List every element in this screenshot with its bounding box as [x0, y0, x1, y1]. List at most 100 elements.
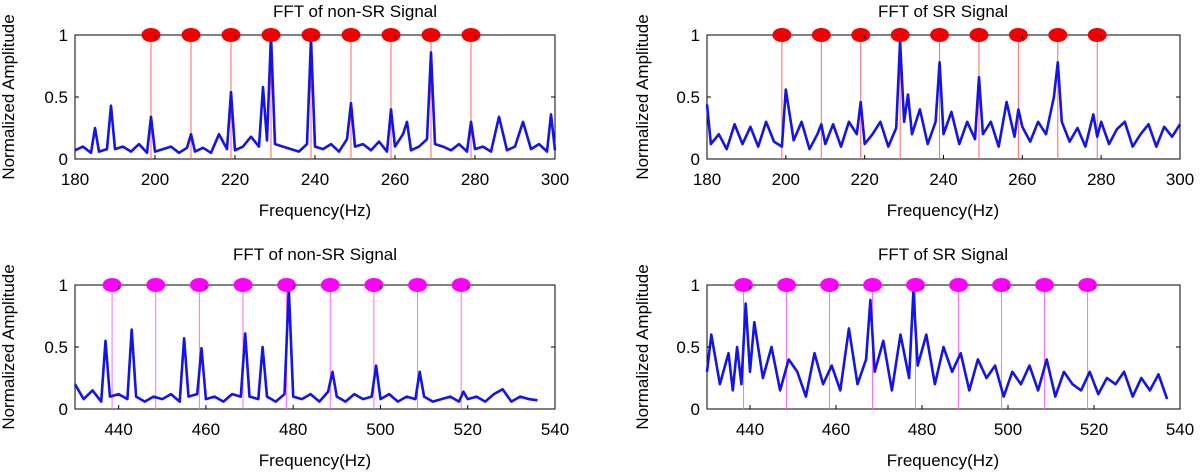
x-tick-label: 300 — [541, 170, 569, 189]
y-tick-label: 0 — [691, 150, 700, 169]
x-tick-label: 240 — [929, 170, 957, 189]
x-tick-label: 520 — [454, 420, 482, 439]
x-tick-label: 440 — [736, 420, 764, 439]
x-tick-label: 200 — [772, 170, 800, 189]
harmonic-marker — [451, 278, 471, 292]
x-tick-label: 260 — [1008, 170, 1036, 189]
harmonic-marker — [1078, 278, 1098, 292]
y-tick-labels: 00.51 — [44, 276, 555, 419]
harmonic-marker — [1008, 28, 1028, 42]
spectrum-line — [74, 33, 557, 155]
harmonic-marker — [969, 28, 989, 42]
y-tick-label: 1 — [59, 26, 68, 45]
y-tick-label: 0 — [59, 400, 68, 419]
harmonic-marker — [261, 28, 281, 42]
x-tick-label: 220 — [221, 170, 249, 189]
x-tick-label: 480 — [908, 420, 936, 439]
x-tick-label: 540 — [1166, 420, 1194, 439]
x-tick-label: 480 — [279, 420, 307, 439]
plot-area — [74, 28, 557, 159]
harmonic-marker — [146, 278, 166, 292]
x-tick-label: 180 — [693, 170, 721, 189]
spectrum-line — [73, 287, 538, 403]
chart-title: FFT of non-SR Signal — [273, 2, 437, 21]
x-tick-label: 500 — [366, 420, 394, 439]
harmonic-marker — [301, 28, 321, 42]
harmonic-marker — [233, 278, 253, 292]
harmonic-marker — [734, 278, 754, 292]
x-tick-label: 300 — [1166, 170, 1194, 189]
y-tick-label: 0 — [59, 150, 68, 169]
spectrum-line — [705, 289, 1169, 400]
plot-area — [73, 278, 538, 409]
y-tick-label: 1 — [691, 26, 700, 45]
y-axis-label: Normalized Amplitude — [633, 14, 652, 179]
harmonic-marker — [320, 278, 340, 292]
plot-area — [705, 278, 1169, 409]
x-tick-label: 440 — [104, 420, 132, 439]
y-tick-labels: 00.51 — [44, 26, 555, 169]
x-tick-labels: 180 200 220 240 260 280 300 — [61, 35, 569, 189]
harmonic-marker — [811, 28, 831, 42]
spectrum-line — [705, 39, 1182, 151]
x-tick-label: 500 — [994, 420, 1022, 439]
y-tick-labels: 00.51 — [676, 26, 1180, 169]
y-axis-label: Normalized Amplitude — [0, 264, 18, 429]
x-axis-label: Frequency(Hz) — [887, 201, 999, 220]
harmonic-marker — [141, 28, 161, 42]
y-tick-label: 0.5 — [44, 338, 68, 357]
harmonic-marker — [1035, 278, 1055, 292]
y-tick-label: 1 — [691, 276, 700, 295]
x-axis-label: Frequency(Hz) — [259, 201, 371, 220]
y-tick-labels: 00.51 — [676, 276, 1180, 419]
harmonic-marker — [408, 278, 428, 292]
harmonic-marker — [381, 28, 401, 42]
x-tick-label: 460 — [192, 420, 220, 439]
y-tick-label: 1 — [59, 276, 68, 295]
harmonic-marker — [777, 278, 797, 292]
x-tick-label: 280 — [1087, 170, 1115, 189]
x-tick-label: 220 — [850, 170, 878, 189]
y-tick-label: 0 — [691, 400, 700, 419]
y-tick-label: 0.5 — [676, 88, 700, 107]
harmonic-marker — [1087, 28, 1107, 42]
x-tick-label: 180 — [61, 170, 89, 189]
harmonic-marker — [890, 28, 910, 42]
harmonic-marker — [772, 28, 792, 42]
harmonic-marker — [992, 278, 1012, 292]
harmonic-marker — [851, 28, 871, 42]
harmonic-marker — [949, 278, 969, 292]
chart-title: FFT of non-SR Signal — [233, 245, 397, 264]
x-tick-label: 460 — [822, 420, 850, 439]
y-axis-label: Normalized Amplitude — [0, 14, 18, 179]
harmonic-marker — [461, 28, 481, 42]
y-tick-label: 0.5 — [44, 88, 68, 107]
chart-title: FFT of SR Signal — [878, 2, 1008, 21]
panel-bottom-right-sr: FFT of SR Signal 440 460 480 500 520 540 00.5… — [633, 245, 1194, 470]
panel-bottom-left-non-sr: FFT of non-SR Signal 440 460 480 500 520 540 … — [0, 245, 569, 470]
harmonic-marker — [221, 28, 241, 42]
harmonic-marker — [863, 278, 883, 292]
harmonic-marker — [1048, 28, 1068, 42]
harmonic-marker — [341, 28, 361, 42]
x-tick-label: 240 — [301, 170, 329, 189]
harmonic-marker — [189, 278, 209, 292]
harmonic-marker — [277, 278, 297, 292]
chart-title: FFT of SR Signal — [878, 245, 1008, 264]
plot-area — [705, 28, 1182, 159]
panel-top-left-non-sr: FFT of non-SR Signal 180 200 220 240 260 280 3… — [0, 2, 569, 220]
x-tick-label: 540 — [541, 420, 569, 439]
y-axis-label: Normalized Amplitude — [633, 264, 652, 429]
x-tick-labels: 440 460 480 500 520 540 — [104, 285, 569, 439]
x-tick-label: 520 — [1080, 420, 1108, 439]
harmonic-marker — [181, 28, 201, 42]
harmonic-marker — [421, 28, 441, 42]
harmonic-marker — [930, 28, 950, 42]
x-tick-label: 280 — [461, 170, 489, 189]
harmonic-marker — [364, 278, 384, 292]
harmonic-marker — [906, 278, 926, 292]
plot-frame — [74, 284, 556, 410]
y-tick-label: 0.5 — [676, 338, 700, 357]
x-axis-label: Frequency(Hz) — [887, 451, 999, 470]
